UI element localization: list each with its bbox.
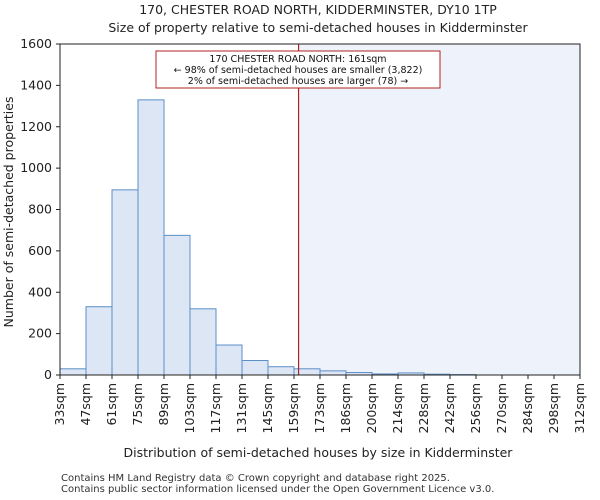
chart-title: 170, CHESTER ROAD NORTH, KIDDERMINSTER, … <box>139 2 497 17</box>
y-tick-label: 400 <box>28 284 52 299</box>
bar-61sqm <box>111 189 139 376</box>
bar-89sqm <box>163 234 191 376</box>
y-tick-label: 0 <box>44 367 52 382</box>
x-tick-label: 61sqm <box>104 383 119 426</box>
chart-subtitle: Size of property relative to semi-detach… <box>108 20 528 35</box>
x-tick-label: 173sqm <box>312 383 327 433</box>
y-tick-label: 200 <box>28 326 52 341</box>
bar-173sqm <box>319 370 347 376</box>
annotation-line-1: 170 CHESTER ROAD NORTH: 161sqm <box>209 54 386 65</box>
x-tick-label: 312sqm <box>572 383 587 433</box>
y-tick-label: 1400 <box>20 77 52 92</box>
annotation-frame <box>155 50 441 89</box>
x-tick-label: 131sqm <box>234 383 249 433</box>
x-axis-label: Distribution of semi-detached houses by … <box>124 445 514 460</box>
footer-licence: Contains public sector information licen… <box>61 484 495 495</box>
x-tick-label: 33sqm <box>52 383 67 426</box>
footer-copyright: Contains HM Land Registry data © Crown c… <box>61 473 450 484</box>
bar-145sqm <box>267 366 295 376</box>
x-tick-label: 270sqm <box>494 383 509 433</box>
x-tick-label: 89sqm <box>156 383 171 426</box>
x-tick-label: 228sqm <box>416 383 431 433</box>
bar-159sqm <box>293 368 321 376</box>
x-tick-label: 47sqm <box>78 383 93 426</box>
bar-75sqm <box>137 99 165 376</box>
bar-131sqm <box>241 360 269 376</box>
x-tick-label: 214sqm <box>390 383 405 433</box>
x-tick-label: 256sqm <box>468 383 483 433</box>
y-tick-label: 1000 <box>20 160 52 175</box>
y-tick-label: 800 <box>28 202 52 217</box>
x-tick-label: 159sqm <box>286 383 301 433</box>
annotation-line-3: 2% of semi-detached houses are larger (7… <box>188 76 408 87</box>
y-axis: 0 200 400 600 800 1000 1200 1400 1600 <box>20 36 60 382</box>
y-axis-label: Number of semi-detached properties <box>1 97 16 328</box>
y-tick-label: 600 <box>28 243 52 258</box>
annotation-line-2: ← 98% of semi-detached houses are smalle… <box>174 65 423 76</box>
x-tick-label: 284sqm <box>520 383 535 433</box>
bar-103sqm <box>189 308 217 376</box>
y-tick-label: 1200 <box>20 119 52 134</box>
x-tick-label: 298sqm <box>546 383 561 433</box>
chart: 170, CHESTER ROAD NORTH, KIDDERMINSTER, … <box>1 2 587 460</box>
larger-region-highlight <box>298 44 580 375</box>
x-tick-label: 103sqm <box>182 383 197 433</box>
bar-33sqm <box>59 368 87 376</box>
x-tick-label: 75sqm <box>130 383 145 426</box>
x-tick-label: 186sqm <box>338 383 353 433</box>
bar-47sqm <box>85 306 113 376</box>
x-tick-label: 242sqm <box>442 383 457 433</box>
bars <box>59 99 477 376</box>
x-tick-label: 145sqm <box>260 383 275 433</box>
x-axis: 33sqm 47sqm 61sqm 75sqm 89sqm 103sqm 117sqm 131… <box>52 375 587 433</box>
x-tick-label: 117sqm <box>208 383 223 433</box>
y-tick-label: 1600 <box>20 36 52 51</box>
annotation-box: 170 CHESTER ROAD NORTH: 161sqm ← 98% of … <box>155 50 441 89</box>
x-tick-label: 200sqm <box>364 383 379 433</box>
bar-117sqm <box>215 344 243 376</box>
